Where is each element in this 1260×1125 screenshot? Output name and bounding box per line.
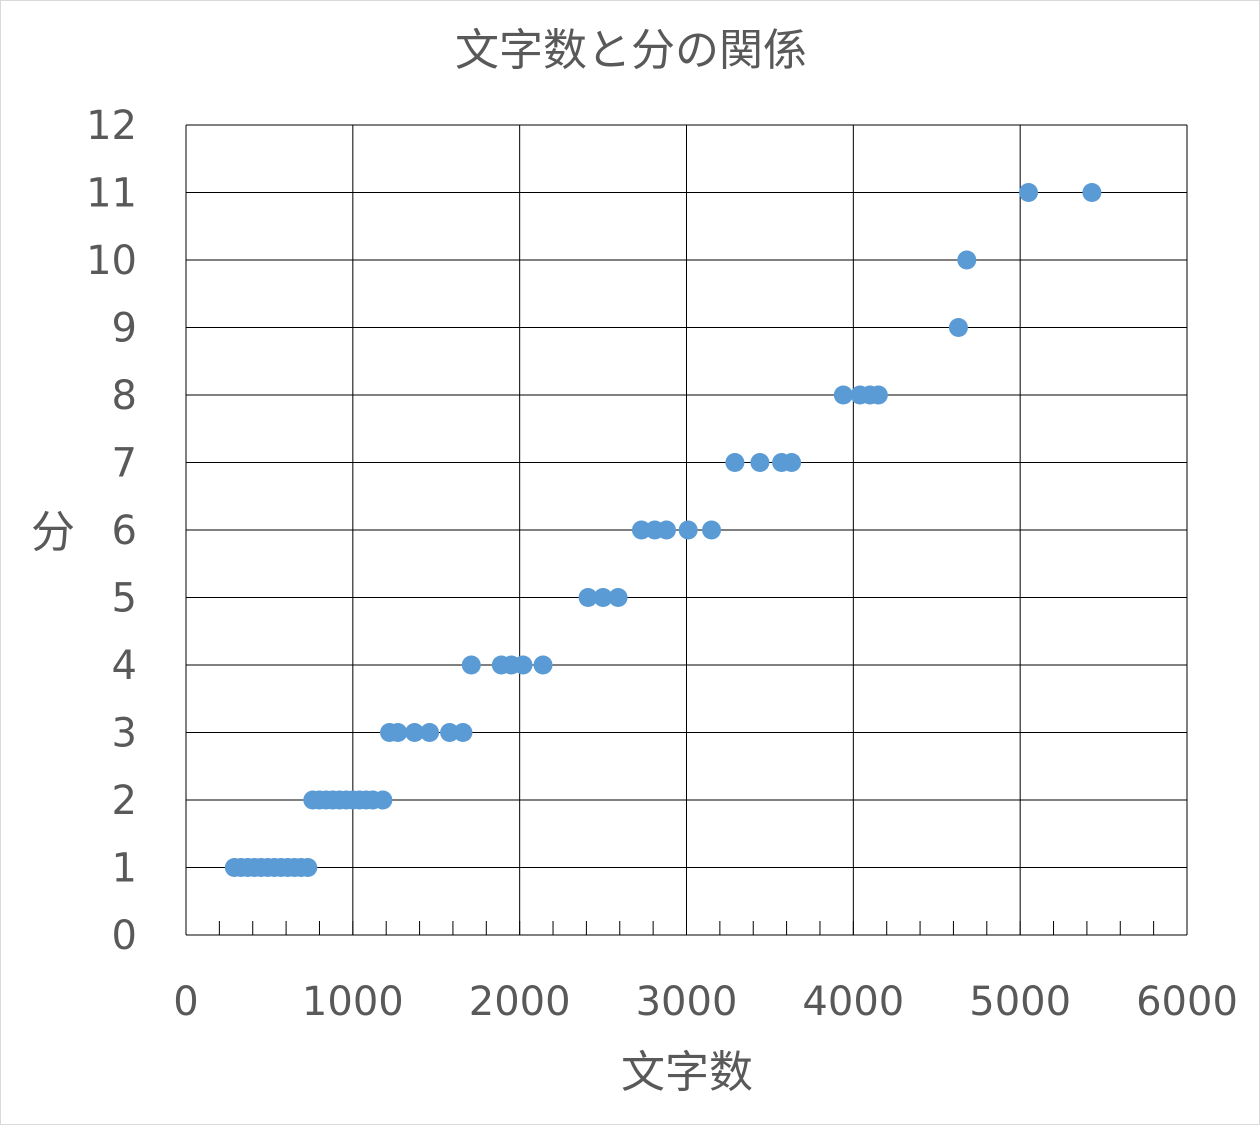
data-point [593, 588, 613, 607]
y-tick-label: 1 [112, 846, 137, 892]
y-tick-label: 9 [112, 306, 137, 352]
data-point [868, 385, 888, 405]
y-tick-label: 0 [112, 913, 137, 959]
data-point [948, 318, 968, 337]
y-tick-label: 7 [112, 441, 137, 487]
data-point [1019, 183, 1039, 202]
data-point [750, 453, 770, 472]
y-tick-label: 3 [112, 711, 137, 757]
data-point [298, 858, 318, 877]
y-tick-label: 6 [112, 508, 137, 554]
y-tick-label: 4 [112, 643, 137, 689]
x-tick-label: 6000 [1136, 979, 1238, 1025]
data-point [725, 453, 745, 472]
x-tick-label: 5000 [969, 979, 1071, 1025]
data-point [702, 520, 722, 540]
data-point [957, 250, 977, 270]
data-point [513, 655, 533, 675]
data-point [782, 453, 802, 472]
data-point [631, 520, 651, 540]
data-point [656, 520, 676, 540]
x-tick-labels: 0 1000 2000 3000 4000 5000 6000 [173, 979, 1238, 1025]
y-tick-label: 12 [86, 103, 137, 149]
data-point [453, 723, 473, 742]
data-point [440, 723, 460, 742]
x-tick-label: 2000 [469, 979, 571, 1025]
data-point [578, 588, 598, 607]
x-tick-label: 4000 [802, 979, 904, 1025]
y-tick-label: 11 [86, 171, 137, 217]
x-tick-label: 1000 [302, 979, 404, 1025]
data-point [420, 723, 440, 742]
data-point [678, 520, 698, 540]
data-point [388, 723, 408, 742]
y-tick-label: 8 [112, 373, 137, 419]
x-axis-title: 文字数 [621, 1047, 753, 1098]
x-tick-label: 3000 [636, 979, 738, 1025]
data-points [224, 183, 1102, 877]
y-tick-label: 10 [86, 238, 137, 284]
data-point [405, 723, 425, 742]
data-point [373, 790, 393, 810]
data-point [1082, 183, 1102, 202]
y-tick-label: 2 [112, 778, 137, 824]
data-point [608, 588, 628, 607]
chart-title: 文字数と分の関係 [455, 25, 807, 76]
x-minor-ticks [185, 921, 1188, 935]
data-point [533, 655, 553, 675]
y-tick-label: 5 [112, 576, 137, 622]
data-point [461, 655, 481, 675]
y-axis-title: 分 [31, 507, 75, 558]
x-tick-label: 0 [173, 979, 198, 1025]
data-point [833, 385, 853, 405]
